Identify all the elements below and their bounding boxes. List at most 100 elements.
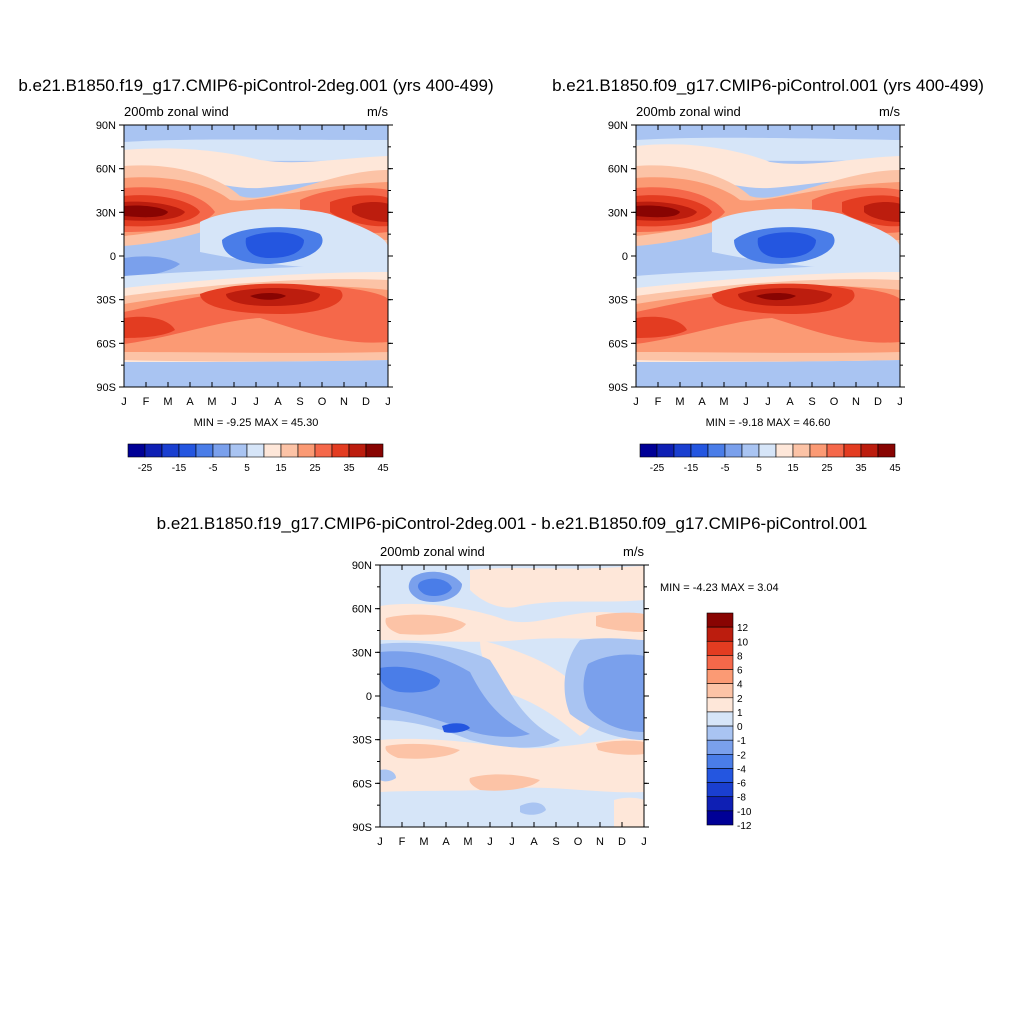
colorbar-label: -6 [737,779,746,790]
y-tick-label: 30N [352,647,372,659]
y-tick-label: 90S [96,382,116,394]
y-tick-label: 90S [352,822,372,834]
colorbar-swatch [741,443,760,458]
x-tick-label: D [618,836,626,848]
panel-left-label: 200mb zonal wind [636,104,741,119]
x-tick-label: J [377,836,383,848]
contour-neg-tropic-east-core [583,654,644,732]
y-tick-label: 60S [96,338,116,350]
contour-pos-south-strip [614,797,644,827]
contour-pos-nh-core [385,614,466,635]
colorbar-swatch [706,640,734,656]
colorbar-label: -5 [209,463,218,474]
x-tick-label: J [765,396,771,408]
min-max-label: MIN = -9.18 MAX = 46.60 [706,417,831,429]
colorbar-swatch [843,443,862,458]
x-tick-label: M [419,836,428,848]
contour-pos-sh-core3 [596,740,644,755]
colorbar-label: 5 [244,463,250,474]
colorbar-label: -12 [737,821,752,832]
colorbar-swatch [229,443,248,458]
contour-nh-jet-core2 [124,195,388,227]
colorbar-label: 35 [855,463,867,474]
colorbar-swatch [297,443,316,458]
x-tick-label: A [530,836,538,848]
colorbar-swatch [280,443,299,458]
tick-marks: J F M A M J J A S O N D J 90N 60N 30N 0 30S 60S 90S [352,560,649,848]
x-tick-label: A [786,396,794,408]
panel-model-2deg: b.e21.B1850.f19_g17.CMIP6-piControl-2deg… [18,76,493,474]
colorbar-swatch [775,443,794,458]
x-tick-label: N [340,396,348,408]
y-tick-label: 60S [352,778,372,790]
colorbar-swatch [860,443,879,458]
x-tick-label: J [897,396,903,408]
colorbar-label: 4 [737,680,743,691]
colorbar-label: -4 [737,764,746,775]
x-tick-label: S [808,396,815,408]
y-tick-label: 30S [352,735,372,747]
x-tick-label: J [641,836,647,848]
contour-pos-nh-upper [470,566,644,608]
contour-field [380,565,644,827]
contour-nh-jet-core3 [124,201,388,222]
y-tick-label: 90N [608,120,628,132]
x-tick-label: J [487,836,493,848]
colorbar-swatch [706,810,734,826]
y-tick-label: 30N [608,207,628,219]
min-max-label: MIN = -4.23 MAX = 3.04 [660,582,779,594]
colorbar-label: -10 [737,807,752,818]
y-tick-label: 90S [608,382,628,394]
colorbar-swatch [707,443,726,458]
contour-sh-jet-peak [250,293,286,300]
x-tick-label: M [163,396,172,408]
contour-neg-sh-polar [520,802,546,815]
colorbar-swatch [792,443,811,458]
contour-pos-sh-core1 [385,743,460,759]
panel-right-label: m/s [367,104,388,119]
contour-pos-sh-core2 [469,774,540,791]
colorbar-label: 15 [787,463,799,474]
colorbar-swatch [706,697,734,713]
tick-marks: J F M A M J J A S O N D J 90N 60N 30N 0 30S 60S 90S [608,120,905,408]
y-tick-label: 0 [622,251,628,263]
colorbar-swatch [724,443,743,458]
y-tick-label: 30N [96,207,116,219]
x-tick-label: F [399,836,406,848]
colorbar-label: 10 [737,637,749,648]
colorbar-swatch [246,443,265,458]
colorbar-label: -8 [737,793,746,804]
contour-neg-tropic-west-peak [380,666,440,693]
x-tick-label: J [633,396,639,408]
y-tick-label: 60N [608,164,628,176]
panel-left-label: 200mb zonal wind [124,104,229,119]
contour-tropic-easterly-core [245,232,304,258]
contour-nh-jet-peak [124,205,168,218]
colorbar-swatch [673,443,692,458]
colorbar-label: 35 [343,463,355,474]
colorbar-label: 2 [737,694,743,705]
colorbar-swatch [809,443,828,458]
colorbar-label: 0 [737,722,743,733]
colorbar-swatch [706,739,734,755]
x-tick-label: A [274,396,282,408]
panel-title: b.e21.B1850.f09_g17.CMIP6-piControl.001 … [552,76,984,95]
colorbar-label: -25 [650,463,665,474]
x-tick-label: F [143,396,150,408]
colorbar-swatch [706,683,734,699]
colorbar: -25 -15 -5 5 15 25 35 45 [127,443,389,474]
colorbar-swatch [706,612,734,628]
colorbar-label: 1 [737,708,743,719]
colorbar-label: 45 [377,463,389,474]
panel-title: b.e21.B1850.f19_g17.CMIP6-piControl-2deg… [18,76,493,95]
x-tick-label: S [552,836,559,848]
x-tick-label: S [296,396,303,408]
contour-nh-jet-peak [636,205,680,218]
y-tick-label: 90N [96,120,116,132]
contour-pos-nh-right [596,612,644,632]
contour-neg-equator-strong [442,723,470,733]
colorbar-label: 5 [756,463,762,474]
y-tick-label: 0 [366,691,372,703]
contour-sh-polar-light [124,360,388,387]
